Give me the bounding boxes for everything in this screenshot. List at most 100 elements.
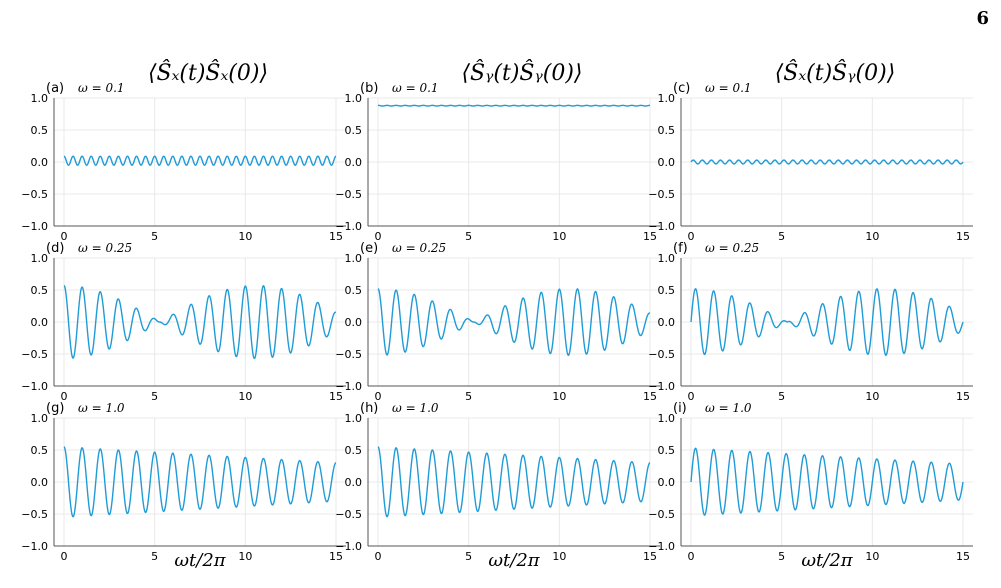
y-tick-label: 1.0 (658, 92, 676, 105)
y-tick-label: −0.5 (21, 188, 48, 201)
x-tick-label: 5 (465, 230, 472, 243)
y-tick-label: 0.5 (31, 124, 49, 137)
x-tick-label: 5 (778, 390, 785, 403)
y-tick-label: 0.5 (31, 444, 49, 457)
column-title: ⟨Ŝₓ(t)Ŝᵧ(0)⟩ (775, 59, 896, 86)
page-number: 6 (976, 8, 989, 29)
panel-label: (i) (673, 401, 687, 416)
y-tick-label: 0.5 (345, 444, 363, 457)
y-tick-label: −1.0 (648, 380, 675, 393)
omega-label: ω = 0.25 (78, 241, 132, 255)
x-tick-label: 15 (329, 550, 343, 563)
y-tick-label: 0.0 (658, 156, 676, 169)
x-tick-label: 10 (238, 230, 252, 243)
x-tick-label: 15 (956, 390, 970, 403)
series-line (63, 446, 337, 518)
omega-label: ω = 0.25 (392, 241, 446, 255)
panel-label: (e) (360, 241, 378, 256)
x-tick-label: 10 (865, 230, 879, 243)
y-tick-label: 1.0 (345, 92, 363, 105)
x-tick-label: 0 (375, 230, 382, 243)
x-tick-label: 10 (865, 550, 879, 563)
y-tick-label: 0.0 (31, 476, 49, 489)
y-tick-label: 1.0 (345, 412, 363, 425)
series-line (690, 159, 964, 165)
y-tick-label: 0.0 (31, 316, 49, 329)
omega-label: ω = 0.1 (705, 81, 752, 95)
omega-label: ω = 1.0 (392, 401, 439, 415)
y-tick-label: 0.0 (658, 476, 676, 489)
x-tick-label: 10 (238, 550, 252, 563)
x-tick-label: 0 (375, 550, 382, 563)
x-tick-label: 15 (643, 230, 657, 243)
x-axis-label: ωt/2π (801, 550, 853, 571)
y-tick-label: −0.5 (648, 188, 675, 201)
y-tick-label: 1.0 (658, 252, 676, 265)
y-tick-label: −0.5 (648, 348, 675, 361)
y-tick-label: 0.0 (345, 316, 363, 329)
omega-label: ω = 1.0 (705, 401, 752, 415)
x-tick-label: 5 (465, 550, 472, 563)
y-tick-label: 0.0 (345, 476, 363, 489)
y-tick-label: −0.5 (648, 508, 675, 521)
y-tick-label: 0.5 (658, 444, 676, 457)
panel-label: (b) (360, 81, 378, 96)
y-tick-label: 0.5 (345, 284, 363, 297)
panel-label: (f) (673, 241, 688, 256)
x-tick-label: 15 (643, 390, 657, 403)
x-tick-label: 15 (956, 550, 970, 563)
y-tick-label: −1.0 (21, 540, 48, 553)
x-tick-label: 0 (688, 390, 695, 403)
x-tick-label: 5 (151, 230, 158, 243)
x-tick-label: 0 (688, 550, 695, 563)
x-axis-label: ωt/2π (174, 550, 226, 571)
series-line (690, 447, 964, 516)
y-tick-label: 1.0 (31, 412, 49, 425)
y-tick-label: 0.0 (658, 316, 676, 329)
x-tick-label: 0 (61, 230, 68, 243)
x-tick-label: 10 (552, 230, 566, 243)
y-tick-label: −1.0 (648, 220, 675, 233)
panel-label: (d) (46, 241, 64, 256)
y-tick-label: −0.5 (21, 348, 48, 361)
x-tick-label: 5 (465, 390, 472, 403)
x-tick-label: 15 (329, 390, 343, 403)
panel-label: (g) (46, 401, 64, 416)
y-tick-label: −0.5 (21, 508, 48, 521)
y-tick-label: 0.5 (658, 124, 676, 137)
omega-label: ω = 0.1 (78, 81, 125, 95)
y-tick-label: 1.0 (658, 412, 676, 425)
x-tick-label: 0 (375, 390, 382, 403)
series-line (63, 284, 337, 360)
y-tick-label: −1.0 (21, 220, 48, 233)
y-tick-label: 1.0 (31, 252, 49, 265)
x-tick-label: 0 (61, 390, 68, 403)
y-tick-label: 1.0 (31, 92, 49, 105)
y-tick-label: 1.0 (345, 252, 363, 265)
series-line (377, 104, 651, 107)
y-tick-label: 0.0 (31, 156, 49, 169)
x-tick-label: 10 (865, 390, 879, 403)
x-tick-label: 15 (329, 230, 343, 243)
y-tick-label: 0.5 (658, 284, 676, 297)
x-tick-label: 0 (688, 230, 695, 243)
y-tick-label: −1.0 (21, 380, 48, 393)
panel-label: (a) (46, 81, 64, 96)
x-tick-label: 10 (238, 390, 252, 403)
x-tick-label: 5 (778, 550, 785, 563)
x-tick-label: 10 (552, 390, 566, 403)
x-tick-label: 0 (61, 550, 68, 563)
y-tick-label: −0.5 (335, 348, 362, 361)
y-tick-label: −0.5 (335, 508, 362, 521)
x-tick-label: 5 (778, 230, 785, 243)
column-title: ⟨Ŝₓ(t)Ŝₓ(0)⟩ (148, 59, 268, 86)
series-line (690, 287, 964, 357)
omega-label: ω = 0.25 (705, 241, 759, 255)
y-tick-label: −0.5 (335, 188, 362, 201)
y-tick-label: −1.0 (648, 540, 675, 553)
y-tick-label: 0.5 (31, 284, 49, 297)
y-tick-label: 0.5 (345, 124, 363, 137)
x-axis-label: ωt/2π (488, 550, 540, 571)
y-tick-label: 0.0 (345, 156, 363, 169)
